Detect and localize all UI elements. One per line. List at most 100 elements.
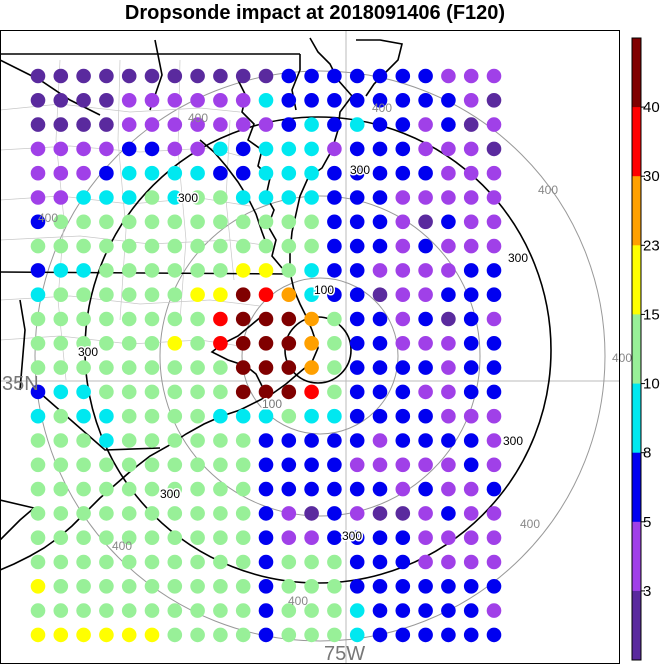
impact-dot [441,238,456,254]
impact-dot [258,238,274,254]
impact-dot [395,481,411,497]
impact-dot [327,311,342,327]
impact-dot [349,263,365,278]
impact-dot [418,506,433,521]
impact-dot [281,263,297,278]
impact-dot [418,68,433,84]
impact-dot [99,336,114,351]
impact-dot [463,214,479,230]
impact-dot [418,165,433,181]
impact-dot [441,579,456,594]
impact-dot [486,141,502,157]
impact-dot [121,214,137,230]
impact-dot [235,141,251,157]
impact-dot [121,263,137,278]
impact-dot [258,336,274,351]
impact-dot [167,530,183,545]
impact-dot [213,190,228,205]
impact-dot [349,190,365,205]
impact-dot [304,263,319,278]
impact-dot [144,481,160,497]
impact-dot [395,238,411,254]
impact-dot [441,141,456,157]
impact-dot [190,214,205,230]
impact-dot [213,554,228,570]
impact-dot [486,360,502,375]
impact-dot [441,68,456,84]
impact-dot [486,530,502,545]
impact-dot [30,603,46,618]
impact-dot [441,165,456,181]
color-bar-segment [632,590,641,661]
impact-dot [418,408,433,424]
impact-dot [304,238,319,254]
impact-dot [258,68,274,84]
impact-dot [121,117,137,132]
impact-dot [258,360,274,375]
impact-dot [190,384,205,400]
impact-dot [304,530,319,545]
impact-dot [53,530,69,545]
impact-dot [99,238,114,254]
impact-dot [144,360,160,375]
impact-dot [30,214,46,230]
impact-dot [258,627,274,643]
impact-dot [486,165,502,181]
impact-dot [486,554,502,570]
impact-dot [281,336,297,351]
impact-dot [144,627,160,643]
impact-dot [53,117,69,132]
impact-dot [395,627,411,643]
impact-dot [486,117,502,132]
impact-dot [349,165,365,181]
impact-dot [167,68,183,84]
impact-dot [30,506,46,521]
impact-dot [372,408,388,424]
color-bar-segment [632,38,641,108]
impact-dot [395,579,411,594]
impact-dot [349,554,365,570]
impact-dot [304,506,319,521]
impact-dot [395,433,411,448]
impact-dot [190,579,205,594]
impact-dot [372,627,388,643]
impact-dot [121,311,137,327]
impact-dot [281,603,297,618]
impact-dot [167,554,183,570]
impact-dot [281,238,297,254]
impact-dot [213,311,228,327]
impact-dot [76,433,91,448]
impact-dot [213,68,228,84]
lat-label: 35N [2,373,39,395]
impact-dot [30,457,46,473]
impact-dot [167,384,183,400]
impact-dot [463,360,479,375]
impact-dot [304,433,319,448]
impact-dot [258,287,274,303]
impact-dot [486,408,502,424]
impact-dot [235,238,251,254]
impact-dot [281,433,297,448]
impact-dot [144,93,160,108]
impact-dot [235,506,251,521]
impact-dot [441,603,456,618]
impact-dot [304,627,319,643]
impact-dot [304,384,319,400]
impact-dot [99,190,114,205]
impact-dot [190,336,205,351]
impact-dot [395,408,411,424]
impact-dot [190,530,205,545]
impact-dot [99,93,114,108]
impact-dot [349,117,365,132]
impact-dot [99,554,114,570]
impact-dot [144,603,160,618]
impact-dot [213,627,228,643]
impact-dot [372,141,388,157]
impact-dot [349,360,365,375]
impact-dot [304,311,319,327]
impact-dot [441,627,456,643]
impact-dot [144,457,160,473]
impact-dot [327,554,342,570]
impact-dot [418,311,433,327]
impact-dot [327,506,342,521]
